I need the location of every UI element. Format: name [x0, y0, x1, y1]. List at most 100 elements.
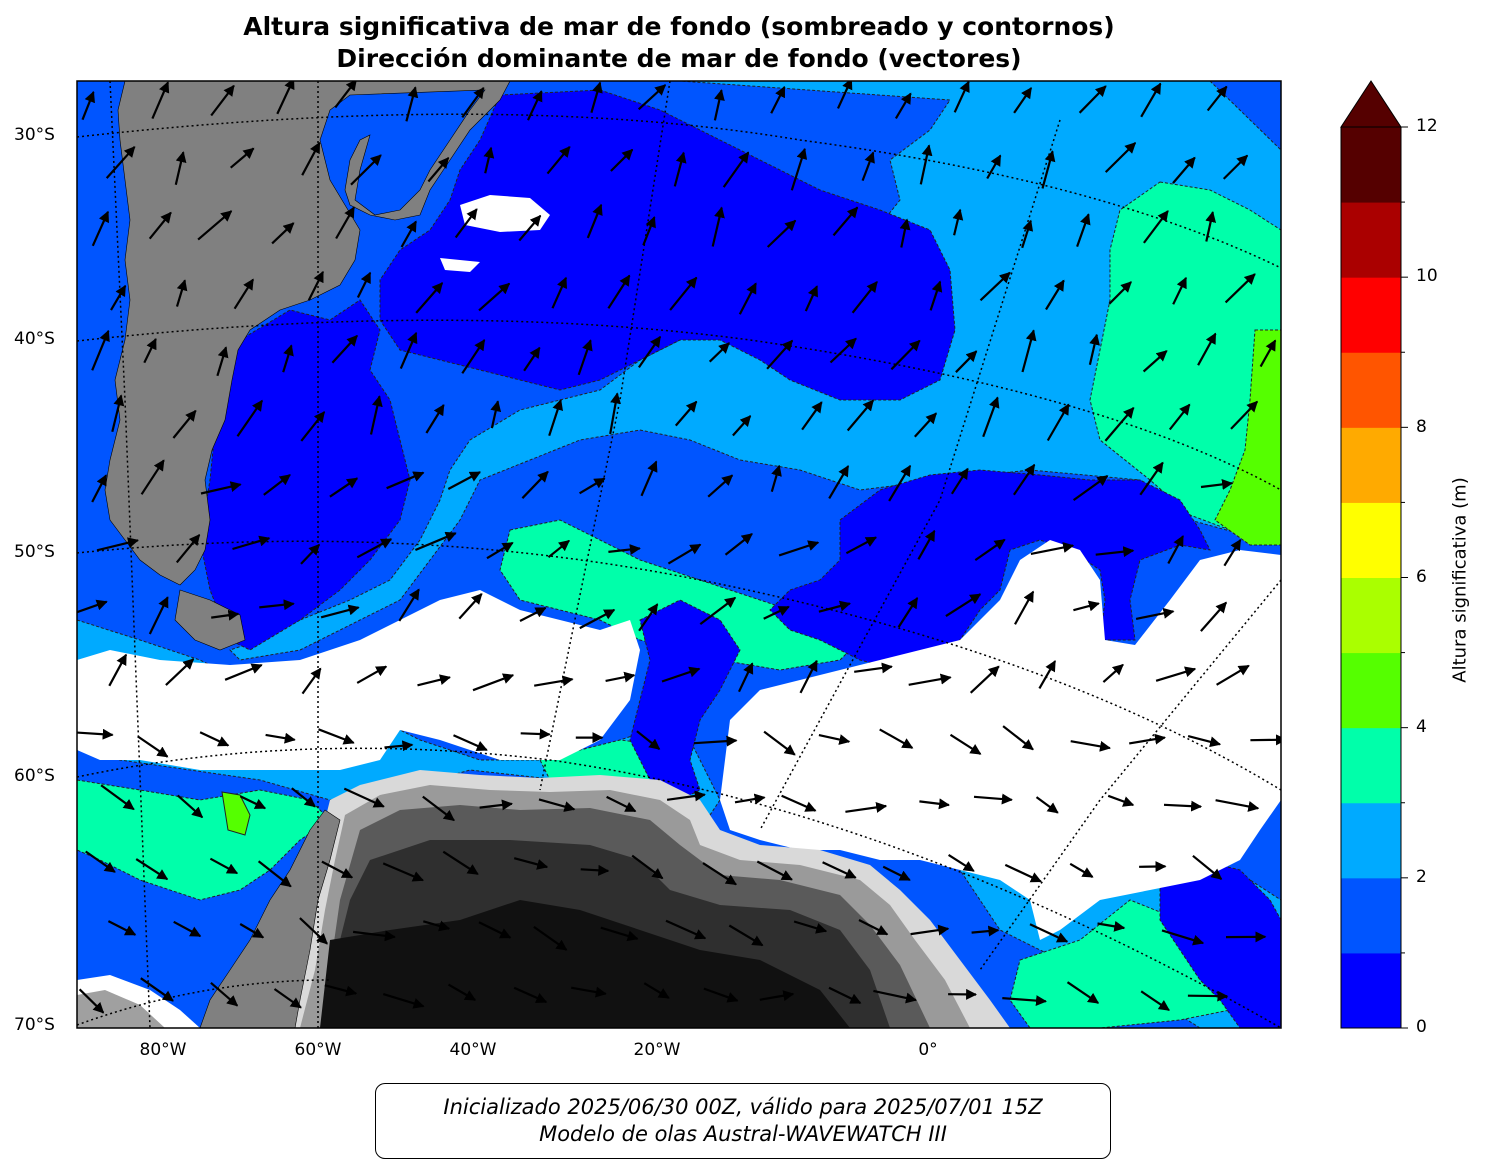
swell-vector-arrow: [1069, 862, 1094, 878]
colorbar-segment: [1341, 652, 1401, 729]
swell-vector-arrow: [273, 988, 302, 1009]
swell-vector-arrow: [224, 663, 263, 681]
antarctic-peninsula: [199, 809, 341, 1028]
swell-vector-arrow: [606, 795, 637, 813]
swell-vector-arrow: [955, 350, 978, 373]
swell-vector-arrow: [458, 593, 483, 620]
swell-vector-arrow: [490, 400, 502, 429]
swell-vector-arrow: [577, 339, 593, 376]
swell-vector-arrow: [282, 344, 294, 373]
swell-vector-arrow: [81, 90, 95, 121]
colorbar-segment: [1341, 727, 1401, 804]
swell-vector-arrow: [454, 208, 478, 239]
colorbar-extend-triangle: [1340, 80, 1402, 128]
swell-vector-arrow: [763, 730, 796, 756]
colorbar: [1340, 80, 1402, 1029]
swell-vector-arrow: [759, 990, 795, 1002]
swell-vector-arrow: [513, 986, 548, 1004]
swell-vector-arrow: [107, 920, 137, 936]
colorbar-tick-label-4: 4: [1416, 717, 1427, 737]
swell-vector-arrow: [199, 731, 230, 747]
graticule: [77, 81, 1281, 1028]
swell-vector-arrow: [1143, 210, 1169, 244]
swell-vector-arrow: [969, 665, 1000, 694]
swell-vector-arrow: [417, 674, 451, 687]
swell-vector-arrow: [571, 986, 607, 998]
swell-vector-arrow: [519, 606, 547, 622]
swell-4-5m-east: [1214, 329, 1281, 546]
colorbar-tick-label-0: 0: [1416, 1017, 1427, 1037]
colorbar-segment: [1341, 127, 1401, 203]
swell-vector-arrow: [766, 339, 794, 370]
swell-vector-arrow: [778, 540, 820, 557]
swell-vector-arrow: [211, 609, 240, 621]
swell-vector-arrow: [382, 862, 424, 882]
swell-vector-arrow: [331, 334, 358, 364]
swell-vector-arrow: [908, 673, 952, 686]
swell-vector-arrow: [643, 982, 670, 999]
lat-label-40s: 40°S: [14, 329, 55, 349]
swell-vector-arrow: [818, 600, 851, 613]
swell-vector-arrow: [1163, 800, 1203, 812]
colorbar-segment: [1341, 802, 1401, 879]
colorbar-segment: [1341, 277, 1401, 353]
swell-vector-arrow: [548, 398, 563, 437]
antarctica-interior: [320, 900, 850, 1028]
swell-vector-arrow: [533, 926, 568, 951]
swell-vector-arrow: [1066, 981, 1100, 1004]
swell-vector-arrow: [356, 665, 388, 684]
swell-vector-arrow: [461, 339, 486, 374]
swell-vector-arrow: [732, 415, 752, 437]
swell-vector-arrow: [974, 538, 1006, 562]
swell-vector-arrow: [1250, 734, 1281, 746]
swell-vector-arrow: [521, 470, 549, 499]
swell-vector-arrow: [324, 984, 358, 997]
swell-vector-arrow: [369, 395, 383, 435]
lat-label-50s: 50°S: [14, 542, 55, 562]
swell-vector-arrow: [1104, 406, 1135, 442]
lat-label-30s: 30°S: [14, 125, 55, 145]
swell-vector-arrow: [1172, 156, 1196, 184]
tierra-del-fuego: [174, 589, 246, 651]
swell-vector-arrow: [352, 930, 396, 942]
swell-vector-arrow: [879, 728, 914, 749]
swell-vector-arrow: [356, 271, 372, 298]
swell-vector-arrow: [85, 850, 116, 873]
lat-label-70s: 70°S: [14, 1015, 55, 1035]
swell-vector-arrow: [447, 471, 481, 490]
swell-vector-arrow: [770, 464, 782, 493]
swell-vector-arrow: [638, 603, 659, 632]
swell-vector-arrow: [661, 666, 701, 683]
swell-vector-arrow: [1259, 339, 1277, 368]
swell-vector-arrow: [1002, 725, 1034, 751]
swell-vector-arrow: [329, 477, 359, 498]
swell-vector-arrow: [478, 921, 512, 939]
swell-vector-arrow: [148, 596, 169, 635]
colorbar-tick-label-12: 12: [1416, 116, 1438, 136]
swell-4-5m-spot: [221, 791, 251, 836]
swell-vector-arrow: [384, 740, 414, 752]
swell-vector-arrow: [590, 81, 603, 114]
swell-vector-arrow: [175, 279, 188, 307]
swell-vector-arrow: [636, 730, 661, 750]
swell-vector-arrow: [398, 588, 420, 622]
swell-0-1m-east: [769, 469, 1211, 671]
swell-vector-arrow: [1108, 281, 1132, 305]
swell-vector-arrow: [637, 84, 667, 111]
swell-vector-arrow: [851, 281, 878, 314]
swell-vector-arrow: [1155, 666, 1197, 682]
swell-vector-arrow: [111, 394, 125, 433]
swell-3-4m-central: [499, 519, 861, 671]
sea-ice-north: [460, 195, 550, 232]
swell-vector-arrow: [108, 653, 128, 687]
parallel-60S: [77, 747, 1281, 1028]
swell-vector-arrow: [1129, 733, 1166, 745]
meridian-80W: [109, 81, 151, 1028]
swell-vector-arrow: [890, 339, 921, 371]
swell-vector-arrow: [257, 860, 292, 888]
sea-ice-north-2: [440, 258, 480, 272]
swell-vector-arrow: [100, 784, 135, 811]
swell-vector-arrow: [702, 862, 737, 886]
swell-vector-arrow: [1200, 601, 1228, 632]
